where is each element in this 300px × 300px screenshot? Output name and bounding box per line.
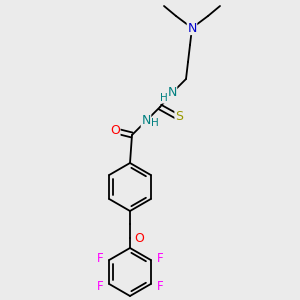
- Text: N: N: [141, 115, 151, 128]
- Text: O: O: [110, 124, 120, 137]
- Text: O: O: [134, 232, 144, 244]
- Text: F: F: [157, 251, 163, 265]
- Text: F: F: [157, 280, 163, 292]
- Text: H: H: [151, 118, 159, 128]
- Text: F: F: [97, 251, 104, 265]
- Text: F: F: [97, 280, 104, 292]
- Text: N: N: [167, 86, 177, 100]
- Text: H: H: [160, 93, 168, 103]
- Text: S: S: [175, 110, 183, 124]
- Text: N: N: [187, 22, 197, 34]
